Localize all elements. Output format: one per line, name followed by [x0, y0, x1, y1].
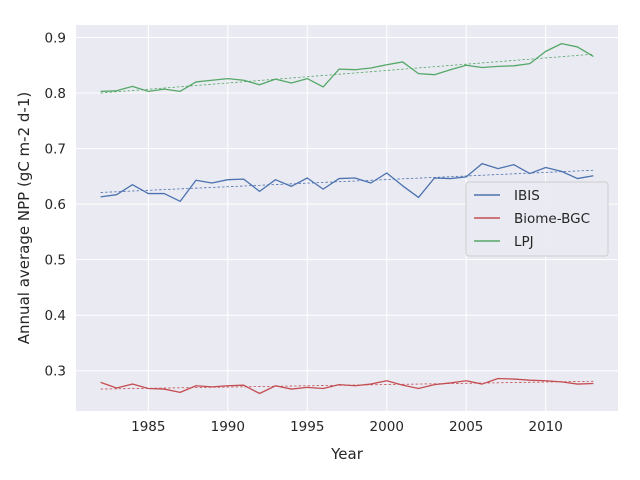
legend-label-biome-bgc: Biome-BGC [514, 211, 590, 227]
legend-label-lpj: LPJ [514, 234, 534, 250]
x-tick-label: 1995 [290, 419, 324, 435]
legend: IBIS Biome-BGC LPJ [465, 181, 609, 257]
trend-line-biome-bgc [100, 380, 594, 390]
y-tick-label: 0.9 [45, 30, 66, 46]
y-tick-label: 0.3 [45, 364, 66, 380]
x-tick-label: 1990 [211, 419, 245, 435]
trend-line-ibis [100, 169, 594, 193]
series-line-biome-bgc [100, 377, 594, 395]
y-tick-label: 0.5 [45, 253, 66, 269]
y-tick-label: 0.7 [45, 142, 66, 158]
y-tick-label: 0.4 [45, 308, 66, 324]
x-tick-label: 2010 [529, 419, 563, 435]
series-lines [100, 42, 594, 395]
series-line-ibis [100, 162, 594, 202]
y-axis-label: Annual average NPP (gC m-2 d-1) [15, 92, 33, 344]
y-axis-ticks: 0.3 0.4 0.5 0.6 0.7 0.8 0.9 [45, 30, 66, 379]
series-line-lpj [100, 42, 594, 93]
y-tick-label: 0.6 [45, 197, 66, 213]
x-tick-label: 1985 [131, 419, 165, 435]
x-axis-ticks: 1985 1990 1995 2000 2005 2010 [131, 419, 563, 435]
trend-lines [100, 53, 594, 390]
x-tick-label: 2005 [449, 419, 483, 435]
legend-label-ibis: IBIS [514, 188, 540, 204]
x-axis-label: Year [330, 445, 364, 463]
y-tick-label: 0.8 [45, 86, 66, 102]
x-tick-label: 2000 [370, 419, 404, 435]
trend-line-lpj [100, 53, 594, 94]
legend-box [465, 181, 609, 257]
